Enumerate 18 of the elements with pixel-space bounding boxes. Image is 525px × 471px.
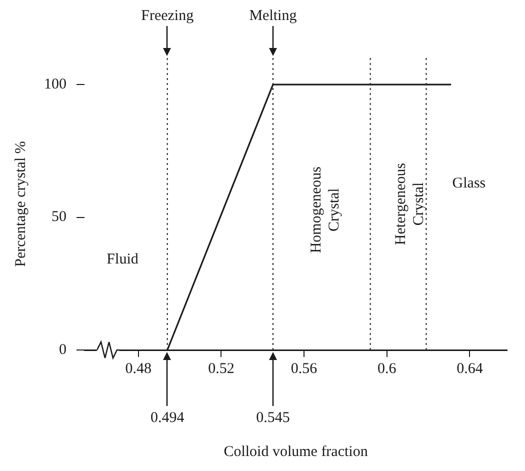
x-tick-label: 0.56 [290,360,318,377]
y-tick-label: 0 [59,342,66,358]
annotation: Fluid [106,251,139,268]
x-tick-label: 0.48 [125,360,152,377]
annotation: Homogeneous Crystal [308,166,342,254]
ref-line-label: Melting [249,8,298,24]
y-tick-label: 100 [44,76,66,92]
annotation: 0.545 [256,410,290,426]
x-tick-label: 0.64 [456,360,484,377]
x-tick-label: 0.6 [378,360,397,377]
annotation: Hetergeneous Crystal [392,162,427,246]
y-tick-label: 50 [52,209,66,226]
ref-line-label: Freezing [141,8,194,24]
x-axis-title: Colloid volume fraction [224,444,368,460]
y-axis-title: Percentage crystal % [12,141,29,267]
x-tick-label: 0.52 [208,360,234,377]
annotation: 0.494 [150,410,185,426]
annotation: Glass [452,175,486,192]
